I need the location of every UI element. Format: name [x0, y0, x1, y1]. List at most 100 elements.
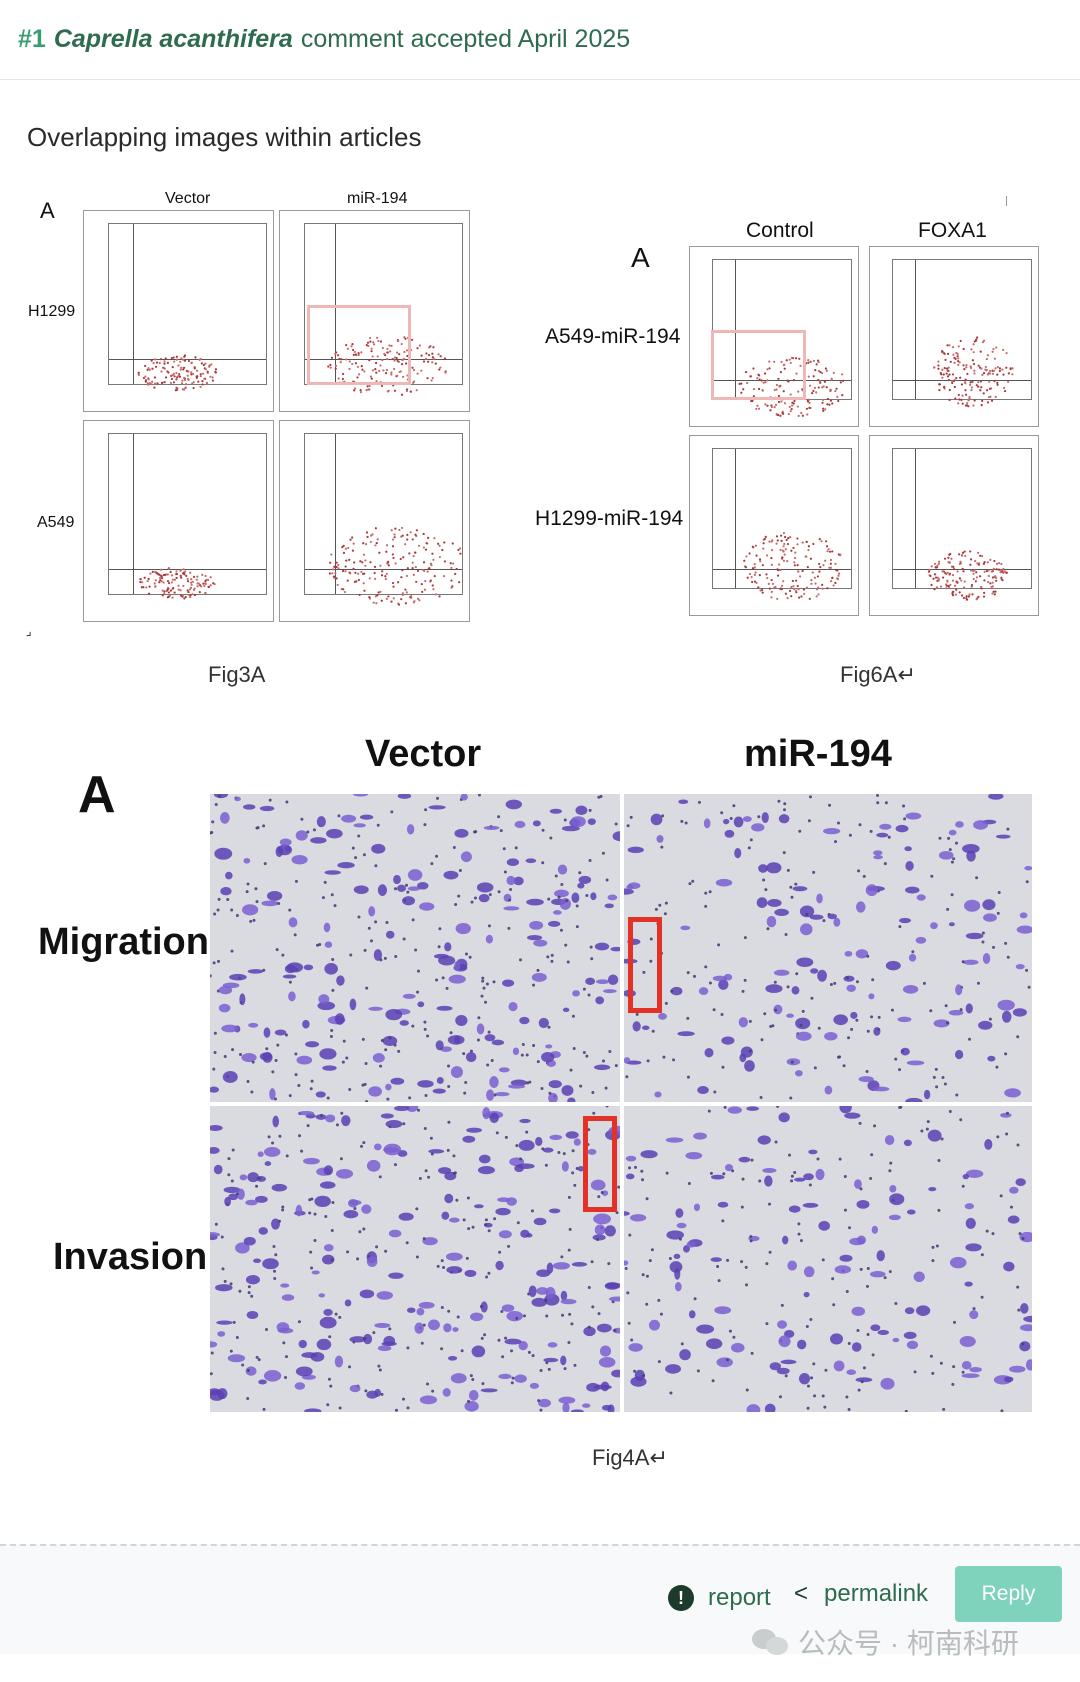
flow-event-dot: [766, 368, 769, 371]
stained-cell: [450, 1066, 463, 1079]
stained-cell: [417, 1080, 434, 1088]
stained-cell: [211, 820, 215, 824]
stained-cell: [334, 1355, 344, 1368]
report-link[interactable]: ! report: [668, 1584, 771, 1612]
stained-cell: [741, 1177, 745, 1181]
stained-cell: [679, 1349, 691, 1361]
flow-event-dot: [338, 357, 341, 361]
flow-event-dot: [1003, 386, 1006, 390]
flow-event-dot: [960, 383, 964, 386]
flow-event-dot: [154, 579, 157, 582]
flow-event-dot: [996, 381, 999, 384]
flow-event-dot: [207, 578, 210, 581]
flow-event-dot: [139, 578, 142, 581]
flow-event-dot: [930, 583, 933, 587]
flow-event-dot: [360, 351, 363, 354]
stained-cell: [802, 1202, 819, 1208]
flow-event-dot: [455, 567, 458, 571]
flow-event-dot: [192, 381, 195, 384]
stained-cell: [571, 1262, 588, 1267]
flow-event-dot: [351, 362, 354, 366]
stained-cell: [988, 794, 1004, 800]
stained-cell: [219, 811, 230, 824]
stained-cell: [323, 922, 331, 933]
stained-cell: [295, 830, 308, 841]
flow-event-dot: [972, 577, 975, 581]
flow-event-dot: [805, 586, 808, 589]
flow-event-dot: [992, 590, 995, 593]
flow-event-dot: [443, 560, 447, 563]
stained-cell: [1016, 1285, 1020, 1289]
stained-cell: [263, 1147, 281, 1157]
flow-event-dot: [411, 538, 414, 541]
stained-cell: [880, 1377, 895, 1390]
stained-cell: [491, 1039, 505, 1046]
stained-cell: [833, 1360, 845, 1372]
flow-event-dot: [400, 526, 404, 530]
flow-event-dot: [807, 375, 810, 378]
stained-cell: [999, 1194, 1003, 1198]
stained-cell: [235, 1335, 239, 1339]
stained-cell: [596, 1323, 612, 1333]
comment-number[interactable]: #1: [18, 25, 46, 53]
stained-cell: [765, 1322, 769, 1326]
flow-event-dot: [452, 562, 455, 565]
stained-cell: [668, 1256, 672, 1260]
stained-cell: [824, 1368, 828, 1372]
stained-cell: [856, 901, 866, 913]
stained-cell: [455, 1198, 459, 1202]
stained-cell: [532, 983, 536, 987]
stained-cell: [1004, 1052, 1008, 1056]
flow-event-dot: [789, 536, 792, 539]
flow-event-dot: [797, 588, 800, 591]
stained-cell: [562, 1152, 566, 1156]
stained-cell: [356, 1257, 360, 1261]
flow-event-dot: [941, 570, 944, 573]
flow-event-dot: [792, 546, 795, 550]
reply-button[interactable]: Reply: [955, 1566, 1062, 1622]
flow-event-dot: [353, 580, 356, 583]
flow-event-dot: [153, 582, 156, 585]
flow-event-dot: [401, 592, 404, 595]
stained-cell: [570, 1322, 574, 1326]
permalink-link[interactable]: < permalink: [794, 1580, 928, 1608]
stained-cell: [898, 925, 902, 929]
flow-event-dot: [413, 380, 416, 383]
flow-event-dot: [788, 589, 792, 592]
stained-cell: [955, 1093, 959, 1097]
comment-author[interactable]: Caprella acanthifera: [53, 25, 293, 53]
flow-event-dot: [1002, 567, 1005, 570]
stained-cell: [942, 1407, 946, 1411]
stained-cell: [686, 1016, 690, 1020]
stained-cell: [806, 1384, 810, 1388]
watermark-text: 公众号 · 柯南科研: [798, 1628, 1019, 1659]
stained-cell: [930, 922, 938, 930]
stained-cell: [879, 823, 892, 830]
stained-cell: [343, 1210, 359, 1219]
stained-cell: [851, 1306, 866, 1317]
flow-event-dot: [175, 355, 178, 358]
flow-event-dot: [962, 347, 965, 351]
flow-event-dot: [173, 591, 176, 594]
stained-cell: [504, 1338, 522, 1345]
flow-event-dot: [454, 572, 457, 576]
stained-cell: [362, 1227, 366, 1231]
stained-cell: [592, 1234, 606, 1241]
flow-event-dot: [204, 368, 207, 371]
flow-event-dot: [789, 410, 792, 413]
stained-cell: [216, 1320, 233, 1325]
flow-event-dot: [339, 360, 342, 364]
stained-cell: [965, 932, 984, 940]
stained-cell: [353, 885, 369, 895]
stained-cell: [591, 1305, 595, 1309]
stained-cell: [871, 1225, 879, 1234]
stained-cell: [670, 989, 674, 993]
flow-event-dot: [998, 367, 1002, 370]
stained-cell: [263, 1027, 271, 1038]
stained-cell: [823, 827, 841, 835]
stained-cell: [281, 953, 285, 957]
stained-cell: [561, 825, 580, 832]
stained-cell: [470, 1312, 484, 1322]
flow-event-dot: [399, 557, 402, 561]
stained-cell: [947, 836, 951, 840]
